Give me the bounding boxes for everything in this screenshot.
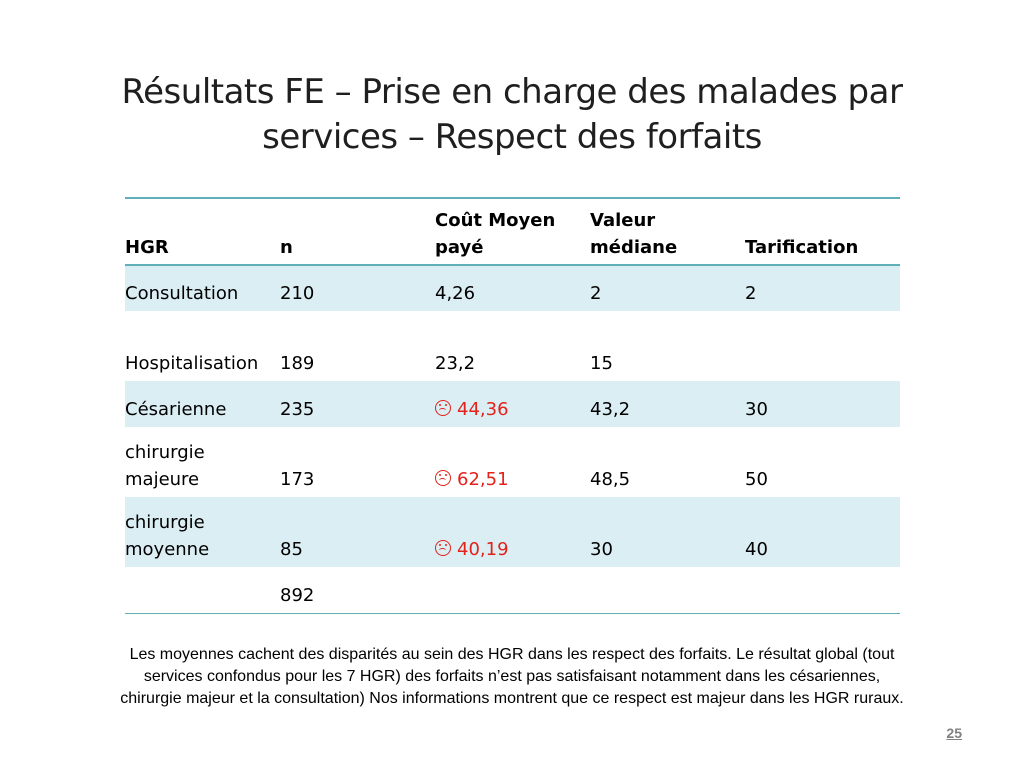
cell-cout-moyen: [435, 567, 590, 613]
cell-n-text: 173: [280, 469, 315, 490]
cell-tarification-text: 40: [745, 539, 768, 560]
cell-cout-moyen: 23,2: [435, 311, 590, 381]
footnote-text: Les moyennes cachent des disparités au s…: [120, 646, 904, 707]
cell-valeur-mediane: 2: [590, 265, 745, 311]
table-row: Césarienne 235 44,36 43,2 30: [125, 381, 900, 427]
cell-tarification: 30: [745, 381, 900, 427]
header-n: n: [280, 237, 293, 258]
header-hgr: HGR: [125, 237, 169, 258]
results-table: HGR n Coût Moyen payé Valeur médiane Tar…: [125, 197, 900, 614]
frown-icon: [435, 540, 451, 556]
cell-valeur-mediane-text: 2: [590, 283, 602, 304]
cell-tarification-text: 50: [745, 469, 768, 490]
cell-service-text: Consultation: [125, 283, 239, 304]
cell-service-text: chirurgie majeure: [125, 442, 205, 490]
cell-tarification-text: 30: [745, 399, 768, 420]
cell-cout-moyen: 44,36: [435, 381, 590, 427]
cell-valeur-mediane: 30: [590, 497, 745, 567]
cell-tarification-text: 2: [745, 283, 757, 304]
cell-valeur-mediane-text: 15: [590, 353, 613, 374]
cell-n-text: 235: [280, 399, 315, 420]
cell-tarification: 40: [745, 497, 900, 567]
table-row: 892: [125, 567, 900, 613]
cell-valeur-mediane-text: 30: [590, 539, 613, 560]
cell-cout-moyen: 62,51: [435, 427, 590, 497]
cell-service: [125, 567, 280, 613]
slide-title: Résultats FE – Prise en charge des malad…: [121, 72, 903, 157]
cell-valeur-mediane-text: 48,5: [590, 469, 631, 490]
cell-valeur-mediane: 48,5: [590, 427, 745, 497]
cell-cout-moyen-text: 62,51: [457, 469, 509, 490]
cell-n: 892: [280, 567, 435, 613]
frown-icon: [435, 400, 451, 416]
cell-valeur-mediane: 15: [590, 311, 745, 381]
cell-service: Césarienne: [125, 381, 280, 427]
cell-valeur-mediane-text: 43,2: [590, 399, 631, 420]
cell-cout-moyen-text: 40,19: [457, 539, 509, 560]
header-valeur-mediane: Valeur médiane: [590, 210, 678, 258]
table-row: Consultation 210 4,26 2 2: [125, 265, 900, 311]
cell-service: chirurgie majeure: [125, 427, 280, 497]
cell-cout-moyen: 40,19: [435, 497, 590, 567]
cell-n: 173: [280, 427, 435, 497]
cell-cout-moyen: 4,26: [435, 265, 590, 311]
cell-tarification: 2: [745, 265, 900, 311]
table-header-row: HGR n Coût Moyen payé Valeur médiane Tar…: [125, 198, 900, 265]
cell-valeur-mediane: [590, 567, 745, 613]
cell-n: 235: [280, 381, 435, 427]
cell-tarification: 50: [745, 427, 900, 497]
cell-service-text: Hospitalisation: [125, 353, 259, 374]
cell-service-text: chirurgie moyenne: [125, 512, 210, 560]
cell-n: 210: [280, 265, 435, 311]
results-table-container: HGR n Coût Moyen payé Valeur médiane Tar…: [125, 197, 900, 614]
cell-n-text: 892: [280, 584, 315, 606]
header-tarification: Tarification: [745, 237, 859, 258]
cell-cout-moyen-text: 44,36: [457, 399, 509, 420]
cell-n: 189: [280, 311, 435, 381]
cell-tarification: [745, 567, 900, 613]
cell-n: 85: [280, 497, 435, 567]
frown-icon: [435, 470, 451, 486]
cell-n-text: 210: [280, 283, 315, 304]
cell-tarification: [745, 311, 900, 381]
cell-service: Consultation: [125, 265, 280, 311]
cell-service: Hospitalisation: [125, 311, 280, 381]
table-row: chirurgie moyenne 85 40,19 30 40: [125, 497, 900, 567]
cell-cout-moyen-text: 23,2: [435, 353, 476, 374]
table-row: Hospitalisation 189 23,2 15: [125, 311, 900, 381]
page-number[interactable]: 25: [946, 725, 962, 741]
cell-n-text: 189: [280, 353, 315, 374]
cell-valeur-mediane: 43,2: [590, 381, 745, 427]
cell-service-text: Césarienne: [125, 399, 227, 420]
cell-cout-moyen-text: 4,26: [435, 283, 476, 304]
header-cout-moyen: Coût Moyen payé: [435, 210, 556, 258]
cell-service: chirurgie moyenne: [125, 497, 280, 567]
table-row: chirurgie majeure 173 62,51 48,5 50: [125, 427, 900, 497]
cell-n-text: 85: [280, 539, 303, 560]
